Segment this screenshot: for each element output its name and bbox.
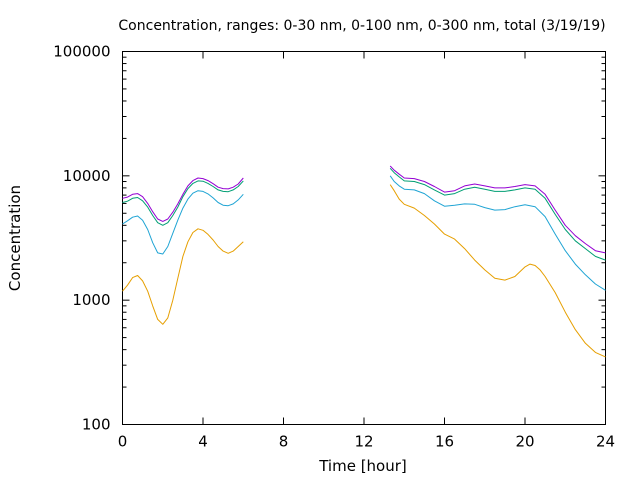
x-axis-label: Time [hour] (318, 457, 407, 475)
x-tick-label: 12 (354, 433, 373, 451)
x-tick-label: 8 (279, 433, 289, 451)
y-tick-label: 100 (82, 416, 111, 434)
x-tick-label: 16 (435, 433, 454, 451)
chart-title: Concentration, ranges: 0-30 nm, 0-100 nm… (118, 18, 605, 34)
series-line-2 (389, 175, 606, 291)
series-line-1 (389, 184, 606, 358)
plot-frame (122, 51, 606, 425)
y-axis-label: Concentration (6, 185, 24, 291)
series-line-4 (389, 165, 606, 254)
y-tick-label: 1000 (72, 291, 110, 309)
x-tick-label: 24 (596, 433, 615, 451)
series-group (122, 165, 606, 358)
x-tick-label: 20 (515, 433, 534, 451)
x-tick-label: 4 (198, 433, 208, 451)
axis-ticks: 0 4 8 12 16 20 24 100 1000 10000 100000 (53, 43, 615, 451)
series-line-2 (122, 190, 244, 255)
x-tick-label: 0 (118, 433, 128, 451)
series-line-1 (122, 228, 244, 325)
series-line-4 (122, 177, 244, 222)
y-tick-label: 100000 (53, 43, 110, 61)
series-line-3 (389, 167, 606, 261)
series-line-3 (122, 180, 244, 226)
y-tick-label: 10000 (63, 167, 111, 185)
